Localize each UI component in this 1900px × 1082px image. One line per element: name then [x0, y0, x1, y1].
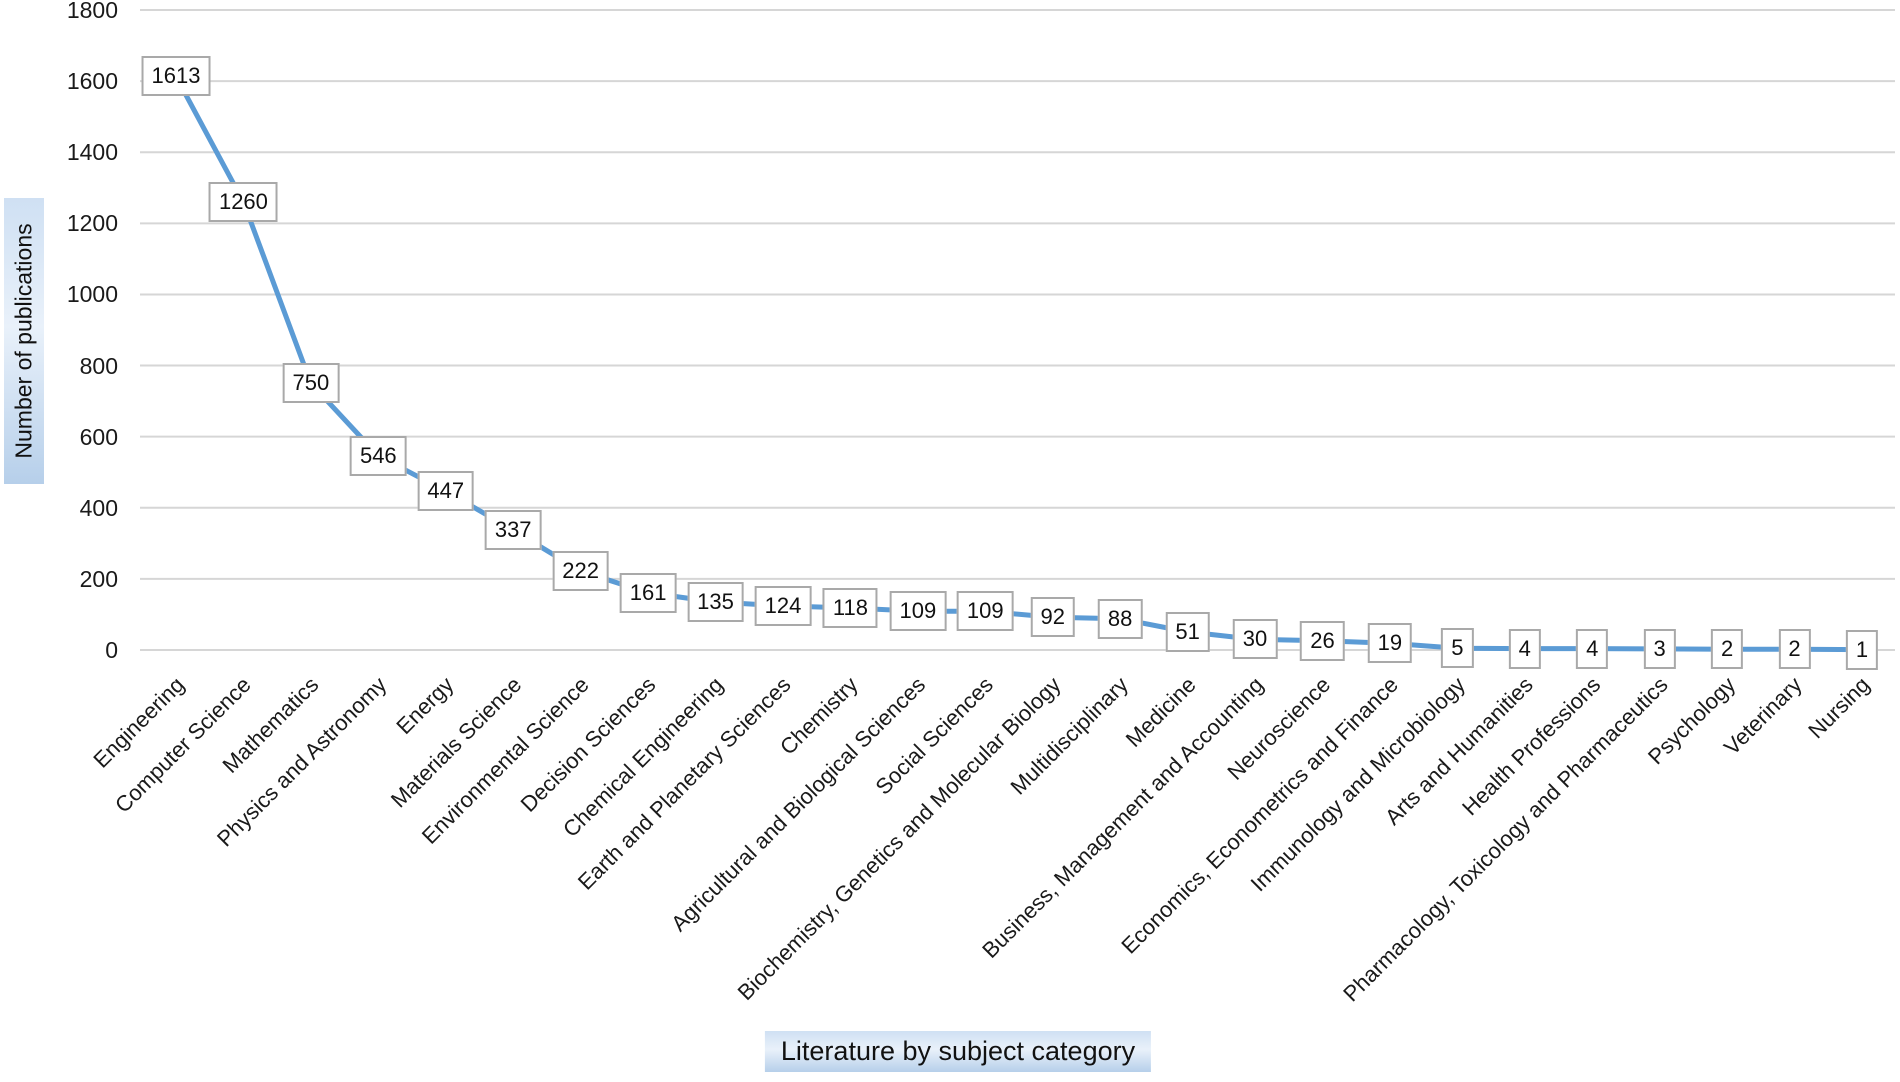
- data-point-label: 161: [619, 572, 677, 613]
- data-point-label: 51: [1165, 611, 1210, 652]
- data-point-label: 4: [1508, 628, 1541, 669]
- data-point-label: 124: [754, 585, 812, 626]
- data-point-label: 135: [687, 582, 744, 622]
- x-axis-title: Literature by subject category: [764, 1031, 1152, 1072]
- y-axis-tick-label: 1600: [66, 68, 118, 95]
- y-axis-tick-label: 1000: [66, 281, 118, 308]
- y-axis-tick-label: 200: [79, 565, 118, 592]
- data-point-label: 546: [349, 435, 407, 476]
- data-line: [173, 73, 1865, 653]
- data-point-label: 109: [956, 591, 1014, 632]
- data-point-label: 750: [282, 363, 340, 404]
- y-axis-tick-label: 0: [105, 637, 118, 663]
- y-axis-tick-label: 600: [79, 423, 118, 450]
- data-point-label: 1613: [141, 56, 211, 97]
- data-point-label: 5: [1441, 628, 1474, 669]
- y-axis-tick-label: 1400: [66, 139, 118, 166]
- data-point-label: 118: [822, 588, 878, 629]
- y-axis-title-highlight: Number of publications: [4, 198, 44, 484]
- data-point-label: 1: [1845, 629, 1879, 670]
- data-point-label: 337: [484, 510, 542, 551]
- y-axis-tick-label: 400: [79, 494, 118, 521]
- y-axis-tick-label: 1800: [66, 0, 118, 23]
- data-point-label: 26: [1300, 620, 1345, 661]
- y-axis-tick-label: 800: [79, 352, 118, 379]
- data-point-label: 92: [1030, 597, 1075, 638]
- y-axis-title: Number of publications: [10, 223, 37, 459]
- data-point-label: 109: [889, 591, 947, 632]
- data-point-label: 222: [552, 551, 609, 592]
- data-point-label: 4: [1576, 628, 1609, 669]
- data-point-label: 1260: [208, 182, 278, 222]
- data-point-label: 3: [1643, 628, 1676, 669]
- data-point-label: 19: [1367, 623, 1413, 664]
- y-axis-tick-label: 1200: [66, 210, 118, 237]
- data-point-label: 88: [1097, 598, 1143, 639]
- data-point-label: 30: [1232, 619, 1278, 660]
- data-point-label: 2: [1778, 629, 1811, 670]
- data-point-label: 447: [417, 471, 475, 512]
- data-point-label: 2: [1710, 629, 1744, 670]
